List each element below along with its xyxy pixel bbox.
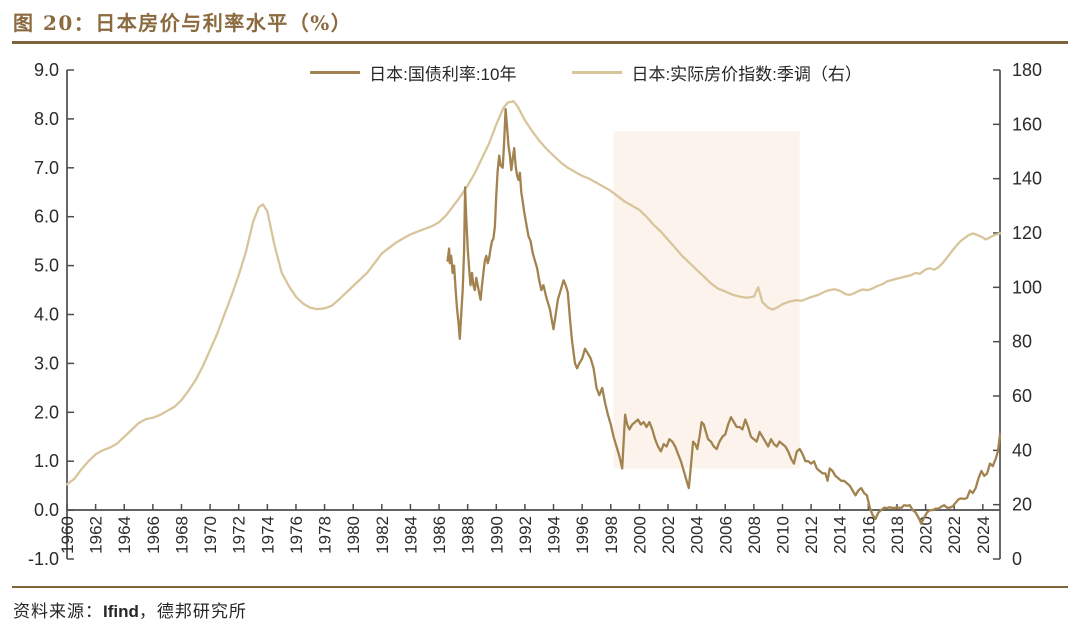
x-axis-year-label: 2006	[716, 516, 735, 554]
chart-area: 9.0 8.0 7.0 6.0 5.0 4.0 3.0 2.0 1.0 0.0 -1.0 180 160…	[0, 44, 1080, 580]
source-label: 资料来源：	[13, 602, 103, 622]
x-axis-year-label: 2008	[745, 516, 764, 554]
source-name: Ifind	[103, 602, 139, 621]
x-axis-year-label: 2010	[773, 516, 792, 554]
left-axis-tick-label: 1.0	[34, 451, 59, 471]
x-axis-year-label: 1970	[201, 516, 220, 554]
x-axis-year-label: 1980	[344, 516, 363, 554]
x-axis-year-label: 1982	[373, 516, 392, 554]
left-axis-tick-label: 2.0	[34, 402, 59, 422]
left-axis-tick-label: 0.0	[34, 500, 59, 520]
x-axis-year-label: 1968	[172, 516, 191, 554]
legend-line-swatch-house	[572, 71, 623, 74]
x-axis-year-label: 2022	[945, 516, 964, 554]
x-axis-year-label: 2016	[859, 516, 878, 554]
chart-legend: 日本:国债利率:10年 日本:实际房价指数:季调（右）	[310, 60, 862, 85]
bond-yield-line	[446, 107, 1002, 525]
right-axis-tick-label: 120	[1012, 223, 1042, 243]
left-axis-tick-label: 5.0	[34, 256, 59, 276]
x-axis-year-label: 1962	[87, 516, 106, 554]
right-axis-tick-label: 40	[1012, 440, 1032, 460]
right-axis-tick-label: 80	[1012, 332, 1032, 352]
right-axis-tick-label: 180	[1012, 60, 1042, 80]
x-axis-year-label: 1960	[58, 516, 77, 554]
left-axis-tick-label: 7.0	[34, 158, 59, 178]
right-axis-tick-label: 20	[1012, 495, 1032, 515]
left-axis-tick-label: 6.0	[34, 207, 59, 227]
title-divider	[12, 41, 1068, 44]
x-axis-year-label: 1966	[144, 516, 163, 554]
source-note: 资料来源：Ifind，德邦研究所	[13, 597, 247, 622]
x-axis-year-label: 2024	[974, 516, 993, 554]
x-axis-year-label: 1964	[115, 516, 134, 554]
x-axis-year-label: 1990	[487, 516, 506, 554]
x-axis-year-label: 1974	[258, 516, 277, 554]
x-axis-year-label: 2014	[831, 516, 850, 554]
line-chart: 9.0 8.0 7.0 6.0 5.0 4.0 3.0 2.0 1.0 0.0 -1.0 180 160…	[28, 60, 1042, 569]
x-axis-year-label: 1992	[516, 516, 535, 554]
x-axis-year-label: 1986	[430, 516, 449, 554]
legend-item-bond-yield: 日本:国债利率:10年	[310, 60, 516, 85]
right-axis-tick-label: 0	[1012, 549, 1022, 569]
x-axis-year-label: 1988	[459, 516, 478, 554]
left-axis-tick-label: 4.0	[34, 305, 59, 325]
left-axis-tick-label: 3.0	[34, 353, 59, 373]
left-axis-tick-label: 9.0	[34, 60, 59, 80]
right-axis-tick-label: 140	[1012, 169, 1042, 189]
x-axis-year-label: 1996	[573, 516, 592, 554]
legend-label-house: 日本:实际房价指数:季调（右）	[631, 65, 862, 84]
x-axis-year-label: 2012	[802, 516, 821, 554]
legend-item-house-price: 日本:实际房价指数:季调（右）	[572, 60, 862, 85]
right-axis-tick-label: 100	[1012, 277, 1042, 297]
x-axis-year-label: 2004	[688, 516, 707, 554]
x-axis-year-label: 1984	[401, 516, 420, 554]
x-axis-year-label: 2000	[630, 516, 649, 554]
x-axis-year-label: 1972	[230, 516, 249, 554]
x-axis-year-label: 2018	[888, 516, 907, 554]
highlight-region	[613, 131, 800, 469]
left-axis-tick-label: 8.0	[34, 109, 59, 129]
x-axis-year-label: 1976	[287, 516, 306, 554]
x-axis-year-label: 2002	[659, 516, 678, 554]
legend-line-swatch-bond	[310, 71, 361, 74]
figure-title: 图 20：日本房价与利率水平（%）	[13, 11, 353, 35]
legend-label-bond: 日本:国债利率:10年	[369, 65, 517, 84]
left-axis-tick-label: -1.0	[28, 549, 59, 569]
right-axis-tick-label: 160	[1012, 114, 1042, 134]
source-rest: ，德邦研究所	[138, 602, 247, 622]
house-price-line	[65, 100, 1002, 486]
x-axis-year-label: 1998	[602, 516, 621, 554]
right-axis-tick-label: 60	[1012, 386, 1032, 406]
x-axis-year-label: 2020	[917, 516, 936, 554]
x-axis-year-label: 1994	[545, 516, 564, 554]
x-axis-year-label: 1978	[316, 516, 335, 554]
footer-divider	[12, 586, 1068, 588]
